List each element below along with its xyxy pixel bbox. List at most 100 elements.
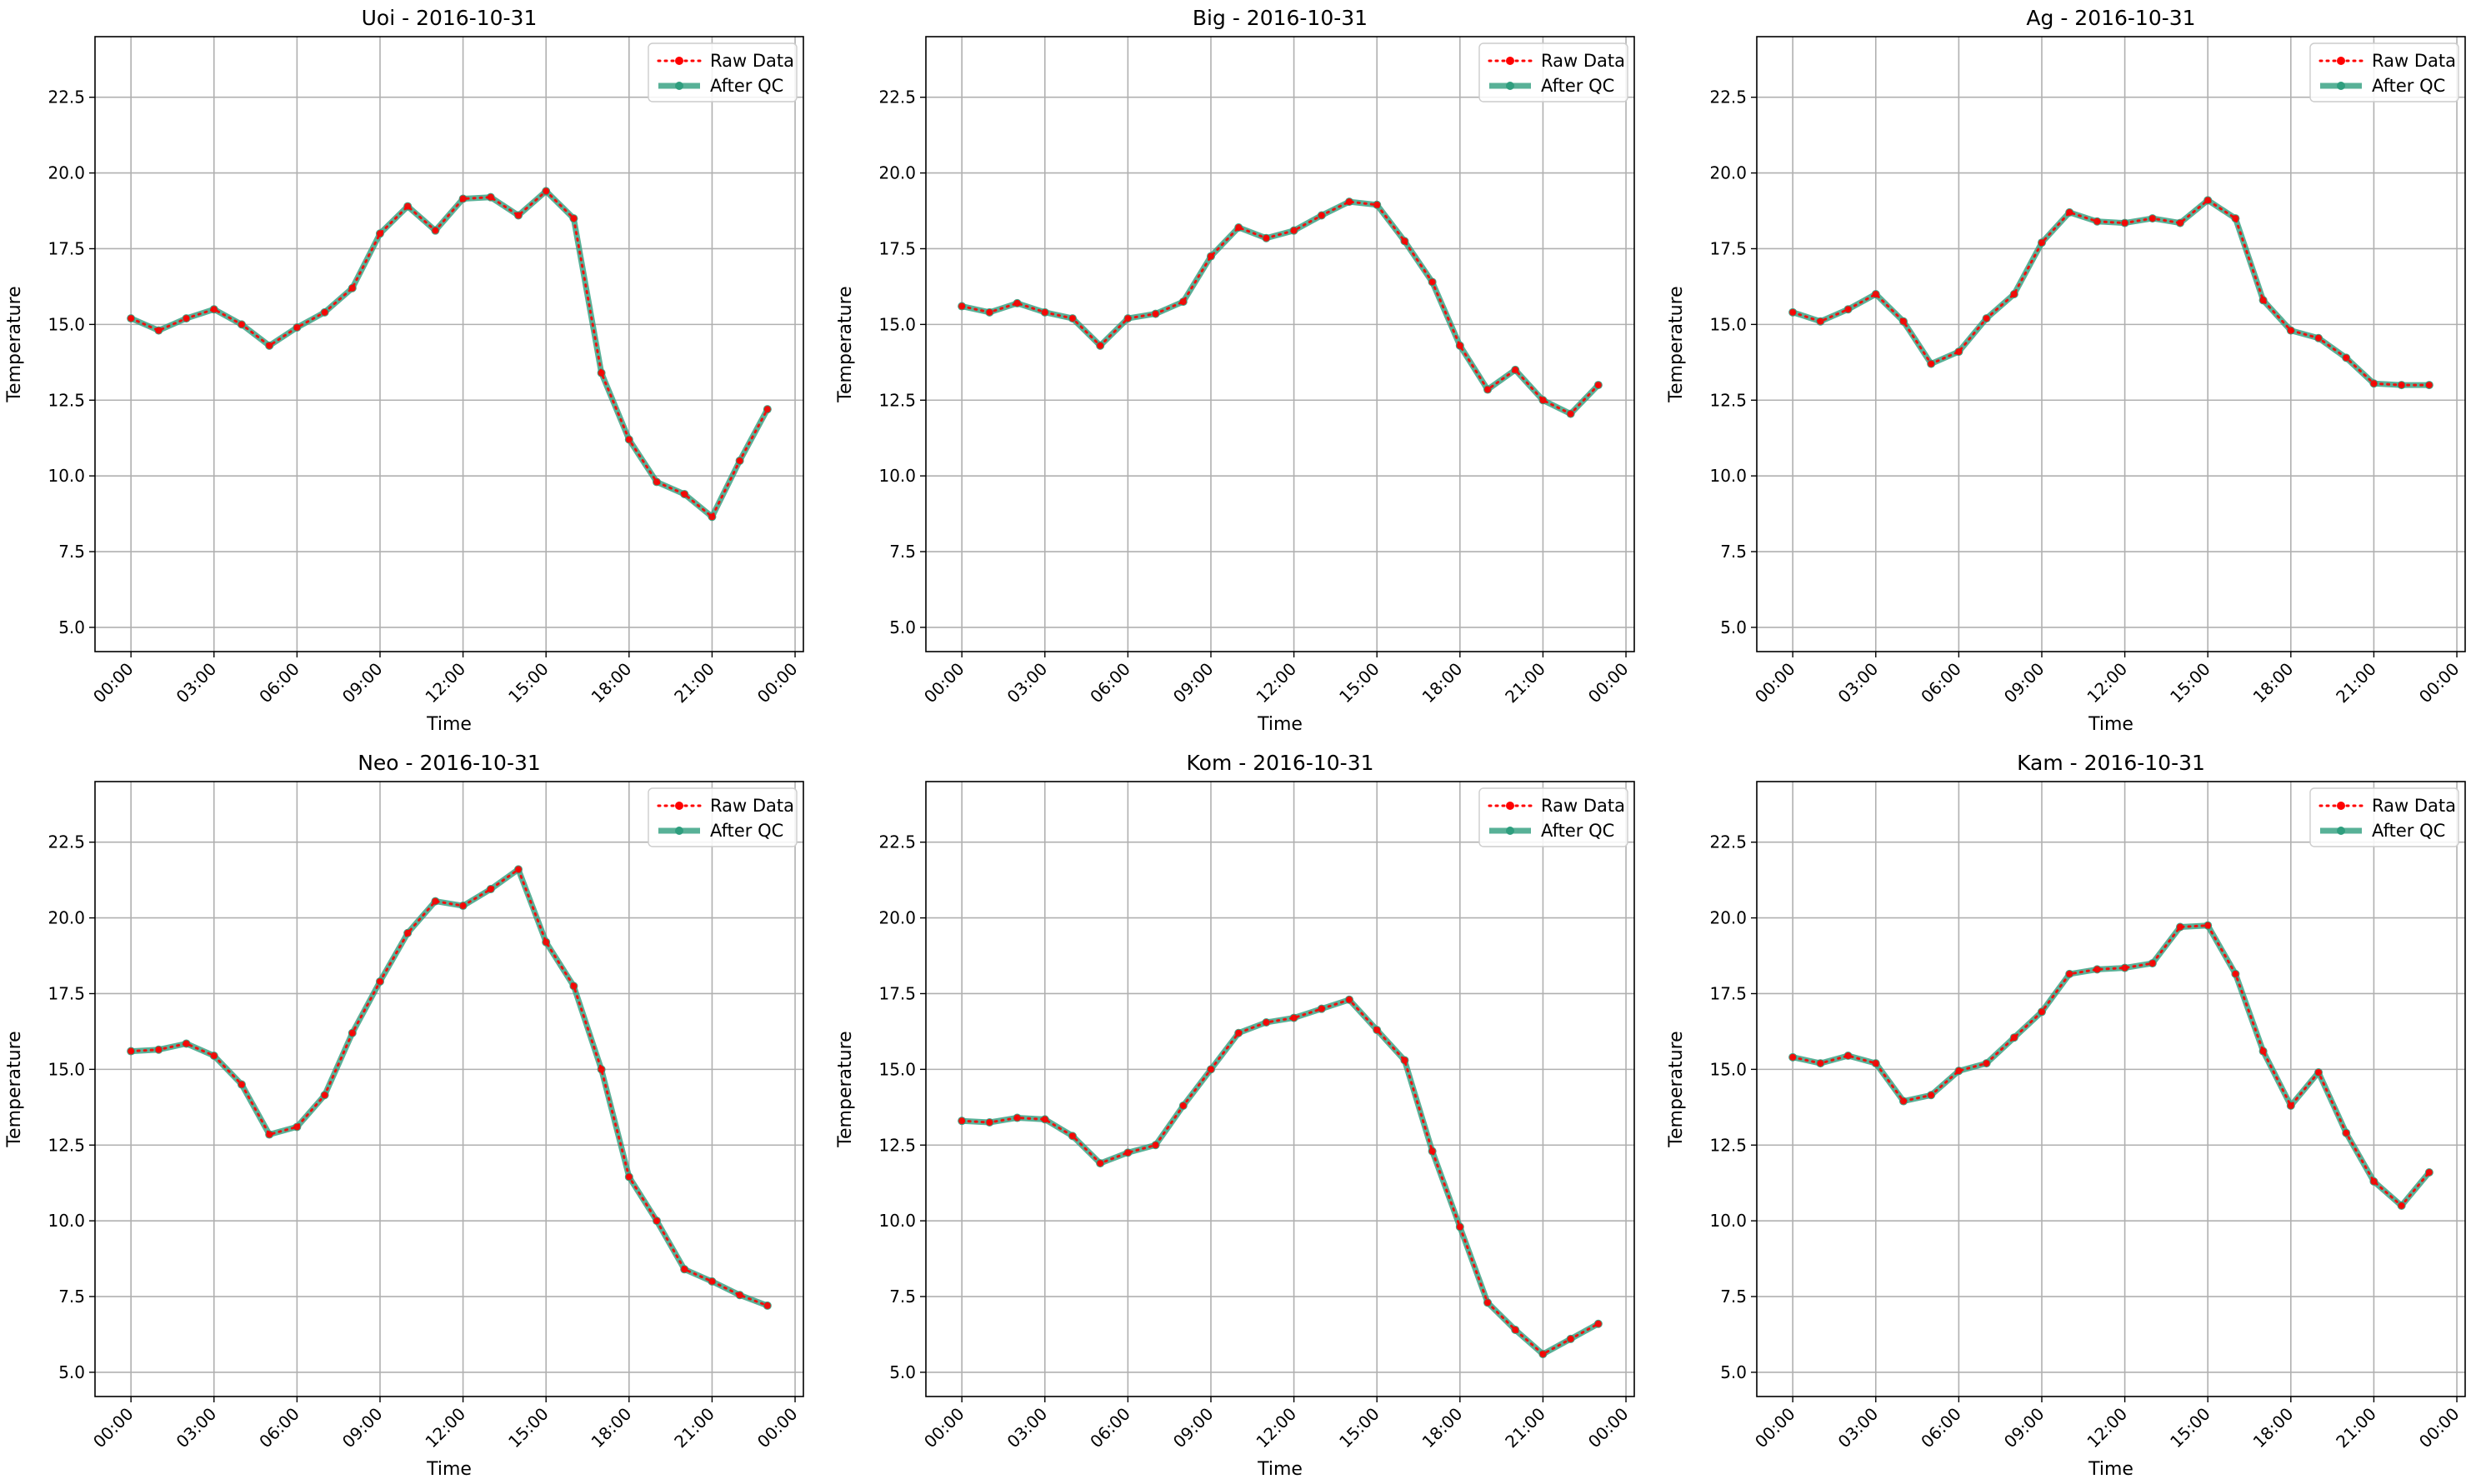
x-tick-label: 21:00 [2332,1404,2380,1452]
data-point-raw-data [2010,291,2018,298]
chart-title: Kom - 2016-10-31 [1187,751,1374,775]
data-point-raw-data [958,302,966,310]
y-tick-label: 20.0 [48,163,85,183]
data-point-raw-data [1899,1097,1907,1105]
data-point-raw-data [570,982,578,990]
x-tick-label: 12:00 [421,659,469,707]
y-tick-label: 15.0 [1709,314,1747,334]
data-point-raw-data [1346,198,1353,206]
data-point-raw-data [708,1277,716,1285]
y-tick-label: 17.5 [48,238,85,258]
data-point-raw-data [293,1123,301,1131]
data-point-raw-data [2370,1177,2378,1185]
series-after-qc [1788,196,2433,390]
chart-panel: Big - 2016-10-31 00:00 03:00 06:00 09:00 12:0… [835,6,1635,735]
y-axis-label: Temperature [4,286,25,402]
data-point-raw-data [2425,1168,2433,1176]
x-tick-label: 21:00 [1501,1404,1549,1452]
y-tick-label: 10.0 [878,1211,916,1231]
data-point-raw-data [2315,1069,2323,1077]
data-point-raw-data [1373,1027,1381,1034]
legend-label: After QC [1541,76,1614,96]
x-tick-label: 06:00 [255,1404,303,1452]
x-tick-label: 12:00 [1252,659,1300,707]
x-tick-label: 03:00 [173,1404,221,1452]
x-tick-label: 06:00 [1086,1404,1134,1452]
y-tick-label: 5.0 [889,617,916,637]
data-point-raw-data [210,306,218,313]
data-point-raw-data [1512,366,1519,373]
x-tick-label: 21:00 [1501,659,1549,707]
chart-panel: Uoi - 2016-10-31 00:00 03:00 06:00 09:00 12:0… [4,6,804,735]
legend-label: After QC [710,821,783,841]
data-point-raw-data [2343,1129,2350,1137]
data-point-raw-data [1484,1299,1492,1307]
data-point-raw-data [1179,1102,1187,1109]
y-tick-label: 12.5 [48,390,85,410]
data-point-raw-data [2038,1008,2045,1016]
legend-marker-raw-data [2337,57,2345,65]
data-point-raw-data [1041,308,1048,316]
data-point-raw-data [1789,308,1797,316]
data-point-raw-data [2177,923,2184,931]
x-tick-label: 21:00 [670,1404,718,1452]
x-tick-label: 18:00 [588,1404,636,1452]
y-tick-label: 12.5 [878,1135,916,1155]
x-tick-label: 06:00 [255,659,303,707]
series-line-after-qc [128,866,771,1309]
data-point-raw-data [986,1118,993,1126]
legend-label: Raw Data [1541,796,1625,816]
y-axis-label: Temperature [835,1031,856,1147]
data-point-raw-data [1428,1147,1436,1155]
data-point-raw-data [2398,1202,2405,1209]
x-tick-label: 21:00 [2332,659,2380,707]
data-point-raw-data [1539,1351,1547,1358]
y-tick-label: 17.5 [878,238,916,258]
data-point-raw-data [1594,382,1602,389]
gridlines [95,782,803,1397]
y-axis-label: Temperature [835,286,856,402]
data-point-raw-data [2204,197,2212,204]
y-tick-label: 12.5 [1709,390,1747,410]
data-point-raw-data [1124,1149,1132,1157]
y-tick-label: 5.0 [1720,617,1747,637]
x-tick-label: 00:00 [89,1404,138,1452]
data-point-raw-data [2038,239,2045,247]
y-tick-label: 7.5 [889,542,916,562]
series-raw-data [128,866,771,1309]
y-tick-label: 20.0 [1709,908,1747,928]
data-point-raw-data [1512,1327,1519,1334]
data-point-raw-data [1844,306,1852,313]
data-point-raw-data [1872,291,1879,298]
data-point-raw-data [2232,215,2239,222]
y-tick-label: 10.0 [48,466,85,486]
data-point-raw-data [1955,348,1963,356]
legend: Raw Data After QC [1478,787,1628,847]
data-point-raw-data [2204,922,2212,929]
x-tick-label: 12:00 [1252,1404,1300,1452]
x-tick-label: 00:00 [89,659,138,707]
data-point-raw-data [321,308,328,316]
data-point-raw-data [348,1029,356,1037]
data-point-raw-data [1179,298,1187,306]
legend: Raw Data After QC [648,42,798,102]
data-point-raw-data [1955,1067,1963,1075]
y-tick-label: 5.0 [889,1362,916,1382]
gridlines [926,782,1634,1397]
x-tick-label: 00:00 [2415,1404,2463,1452]
data-point-raw-data [348,284,356,292]
y-tick-label: 20.0 [48,908,85,928]
gridlines [926,37,1634,652]
data-point-raw-data [238,321,245,328]
chart-title: Neo - 2016-10-31 [358,751,541,775]
x-axis-label: Time [2088,1459,2133,1480]
data-point-raw-data [1207,1066,1214,1073]
data-point-raw-data [183,315,190,322]
x-tick-label: 18:00 [1418,1404,1467,1452]
legend-label: Raw Data [2372,796,2456,816]
x-tick-label: 00:00 [1751,1404,1799,1452]
y-tick-label: 10.0 [1709,1211,1747,1231]
data-point-raw-data [1068,315,1076,322]
data-point-raw-data [2121,964,2128,972]
data-point-raw-data [2093,966,2101,973]
